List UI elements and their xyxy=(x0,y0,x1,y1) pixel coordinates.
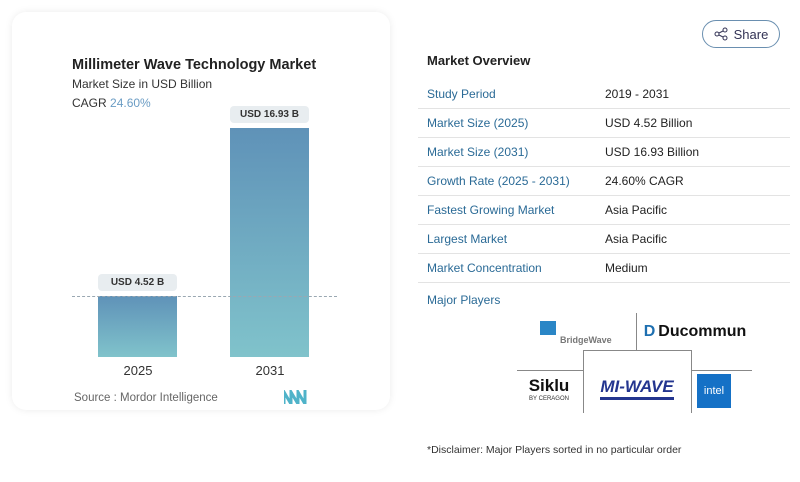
overview-row: Market Size (2025) USD 4.52 Billion xyxy=(418,109,790,138)
overview-row: Market Concentration Medium xyxy=(418,254,790,283)
cagr-value: 24.60% xyxy=(110,96,151,110)
logo-bridgewave: BridgeWave xyxy=(540,316,620,350)
x-tick-label: 2025 xyxy=(123,363,153,378)
row-label: Growth Rate (2025 - 2031) xyxy=(427,174,570,188)
logo-intel: intel xyxy=(697,374,731,408)
bar-2031 xyxy=(230,128,309,357)
data-label: USD 16.93 B xyxy=(230,106,309,123)
mordor-logo-icon xyxy=(284,390,307,404)
overview-row: Study Period 2019 - 2031 xyxy=(418,80,790,109)
bar-2025 xyxy=(98,295,177,357)
overview-row: Growth Rate (2025 - 2031) 24.60% CAGR xyxy=(418,167,790,196)
data-label: USD 4.52 B xyxy=(98,273,177,291)
row-value: Medium xyxy=(605,261,648,275)
row-label: Market Size (2025) xyxy=(427,116,529,130)
row-value: USD 16.93 Billion xyxy=(605,145,700,159)
chart-card xyxy=(12,12,390,410)
row-value: 24.60% CAGR xyxy=(605,174,684,188)
disclaimer: *Disclaimer: Major Players sorted in no … xyxy=(427,444,682,456)
overview-row: Market Size (2031) USD 16.93 Billion xyxy=(418,138,790,167)
cagr: CAGR 24.60% xyxy=(72,96,151,110)
reference-line xyxy=(72,296,337,297)
logo-siklu: Siklu BY CERAGON xyxy=(528,376,570,402)
chart-title: Millimeter Wave Technology Market xyxy=(72,57,317,73)
share-label: Share xyxy=(733,26,769,42)
source: Source : Mordor Intelligence xyxy=(74,392,218,404)
overview-title: Market Overview xyxy=(427,53,531,68)
logo-ducommun: D Ducommun xyxy=(643,323,747,340)
share-icon xyxy=(714,27,728,41)
row-label: Market Size (2031) xyxy=(427,145,529,159)
x-tick-label: 2031 xyxy=(255,363,285,378)
row-value: 2019 - 2031 xyxy=(605,87,670,101)
logo-mi-wave: MI-WAVE xyxy=(590,374,684,402)
major-players-title: Major Players xyxy=(427,293,501,307)
row-value: Asia Pacific xyxy=(605,203,668,217)
row-label: Study Period xyxy=(427,87,496,101)
row-label: Fastest Growing Market xyxy=(427,203,555,217)
overview-row: Largest Market Asia Pacific xyxy=(418,225,790,254)
cagr-label: CAGR xyxy=(72,96,107,110)
row-label: Largest Market xyxy=(427,232,508,246)
row-value: Asia Pacific xyxy=(605,232,668,246)
chart-subtitle: Market Size in USD Billion xyxy=(72,77,213,91)
row-label: Market Concentration xyxy=(427,261,542,275)
overview-row: Fastest Growing Market Asia Pacific xyxy=(418,196,790,225)
share-button[interactable]: Share xyxy=(702,20,780,48)
row-value: USD 4.52 Billion xyxy=(605,116,693,130)
